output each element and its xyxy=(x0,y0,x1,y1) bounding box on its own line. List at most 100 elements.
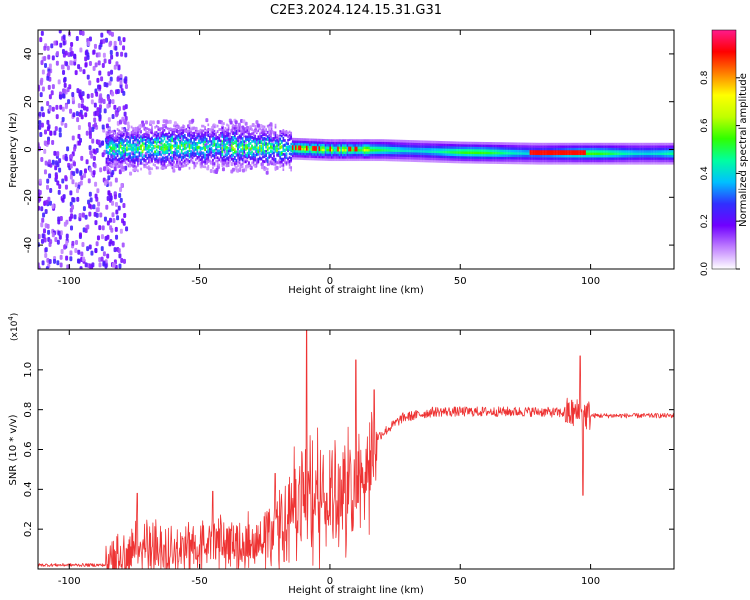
heatmap-cell xyxy=(521,156,524,160)
heatmap-cell xyxy=(671,142,674,146)
heatmap-cell xyxy=(570,154,572,158)
heatmap-cell xyxy=(304,138,307,141)
heatmap-cell xyxy=(95,241,99,247)
heatmap-cell xyxy=(202,135,205,139)
heatmap-cell xyxy=(534,159,536,163)
heatmap-cell xyxy=(415,154,418,158)
heatmap-cell xyxy=(327,148,330,152)
heatmap-cell xyxy=(329,155,332,159)
heatmap-cell xyxy=(137,162,139,166)
heatmap-cell xyxy=(476,153,479,157)
heatmap-cell xyxy=(492,151,494,155)
heatmap-cell xyxy=(477,151,480,155)
heatmap-cell xyxy=(515,144,518,148)
heatmap-cell xyxy=(579,142,582,146)
heatmap-cell xyxy=(112,151,114,155)
heatmap-cell xyxy=(216,149,219,153)
heatmap-cell xyxy=(104,263,108,269)
heatmap-cell xyxy=(498,146,501,150)
heatmap-cell xyxy=(538,154,541,158)
heatmap-cell xyxy=(318,153,321,156)
heatmap-cell xyxy=(338,153,341,157)
heatmap-cell xyxy=(473,156,475,159)
heatmap-cell xyxy=(82,69,86,75)
heatmap-cell xyxy=(116,153,119,156)
heatmap-cell xyxy=(53,258,57,264)
heatmap-cell xyxy=(40,222,44,228)
heatmap-cell xyxy=(295,147,297,151)
heatmap-cell xyxy=(578,154,580,158)
heatmap-cell xyxy=(266,156,269,160)
heatmap-cell xyxy=(124,133,127,137)
heatmap-cell xyxy=(363,146,366,150)
heatmap-cell xyxy=(413,144,416,148)
heatmap-cell xyxy=(520,154,522,158)
heatmap-cell xyxy=(409,159,411,162)
heatmap-cell xyxy=(513,142,516,146)
heatmap-cell xyxy=(481,141,483,145)
heatmap-cell xyxy=(462,141,465,145)
heatmap-cell xyxy=(667,147,669,151)
heatmap-cell xyxy=(517,142,519,146)
heatmap-cell xyxy=(416,142,419,146)
heatmap-cell xyxy=(503,149,505,153)
heatmap-cell xyxy=(183,159,186,163)
heatmap-cell xyxy=(406,154,408,157)
heatmap-cell xyxy=(188,126,191,130)
heatmap-cell xyxy=(204,133,206,137)
heatmap-cell xyxy=(235,132,238,135)
heatmap-cell xyxy=(330,139,333,142)
heatmap-cell xyxy=(517,154,519,158)
heatmap-cell xyxy=(98,104,102,110)
heatmap-cell xyxy=(492,156,494,160)
heatmap-cell xyxy=(445,155,447,159)
heatmap-cell xyxy=(215,151,217,155)
heatmap-cell xyxy=(152,144,155,148)
heatmap-cell xyxy=(654,154,657,158)
heatmap-cell xyxy=(670,157,673,160)
heatmap-cell xyxy=(273,144,275,148)
heatmap-cell xyxy=(498,156,501,160)
heatmap-cell xyxy=(579,145,582,148)
heatmap-cell xyxy=(174,141,177,145)
heatmap-cell xyxy=(260,141,263,145)
heatmap-cell xyxy=(659,159,662,163)
heatmap-cell xyxy=(315,148,318,151)
heatmap-cell xyxy=(116,135,119,139)
heatmap-cell xyxy=(180,156,183,160)
heatmap-cell xyxy=(640,149,643,153)
heatmap-cell xyxy=(465,148,468,152)
heatmap-x-tick-label: -100 xyxy=(58,276,81,287)
heatmap-cell xyxy=(528,156,530,160)
heatmap-cell xyxy=(196,143,199,146)
heatmap-cell xyxy=(232,135,235,139)
heatmap-cell xyxy=(351,148,354,152)
heatmap-cell xyxy=(615,149,618,153)
figure-title: C2E3.2024.124.15.31.G31 xyxy=(270,3,442,18)
heatmap-cell xyxy=(587,142,590,146)
heatmap-cell xyxy=(645,154,648,158)
heatmap-cell xyxy=(409,156,411,160)
heatmap-cell xyxy=(177,131,180,134)
heatmap-cell xyxy=(79,180,83,186)
heatmap-cell xyxy=(510,147,513,150)
heatmap-cell xyxy=(262,142,264,146)
heatmap-cell xyxy=(387,153,389,157)
heatmap-cell xyxy=(609,147,612,151)
heatmap-cell xyxy=(337,158,339,162)
heatmap-cell xyxy=(62,34,66,40)
heatmap-cell xyxy=(523,144,526,148)
heatmap-cell xyxy=(77,103,81,109)
heatmap-cell xyxy=(660,157,663,160)
heatmap-cell xyxy=(487,158,490,162)
heatmap-cell xyxy=(221,129,224,132)
heatmap-cell xyxy=(163,128,166,132)
heatmap-cell xyxy=(78,212,82,218)
heatmap-cell xyxy=(147,155,150,159)
heatmap-cell xyxy=(448,153,450,156)
heatmap-cell xyxy=(108,59,112,65)
heatmap-cell xyxy=(238,142,241,146)
heatmap-cell xyxy=(521,161,524,165)
heatmap-cell xyxy=(521,152,524,155)
heatmap-cell xyxy=(318,138,321,142)
